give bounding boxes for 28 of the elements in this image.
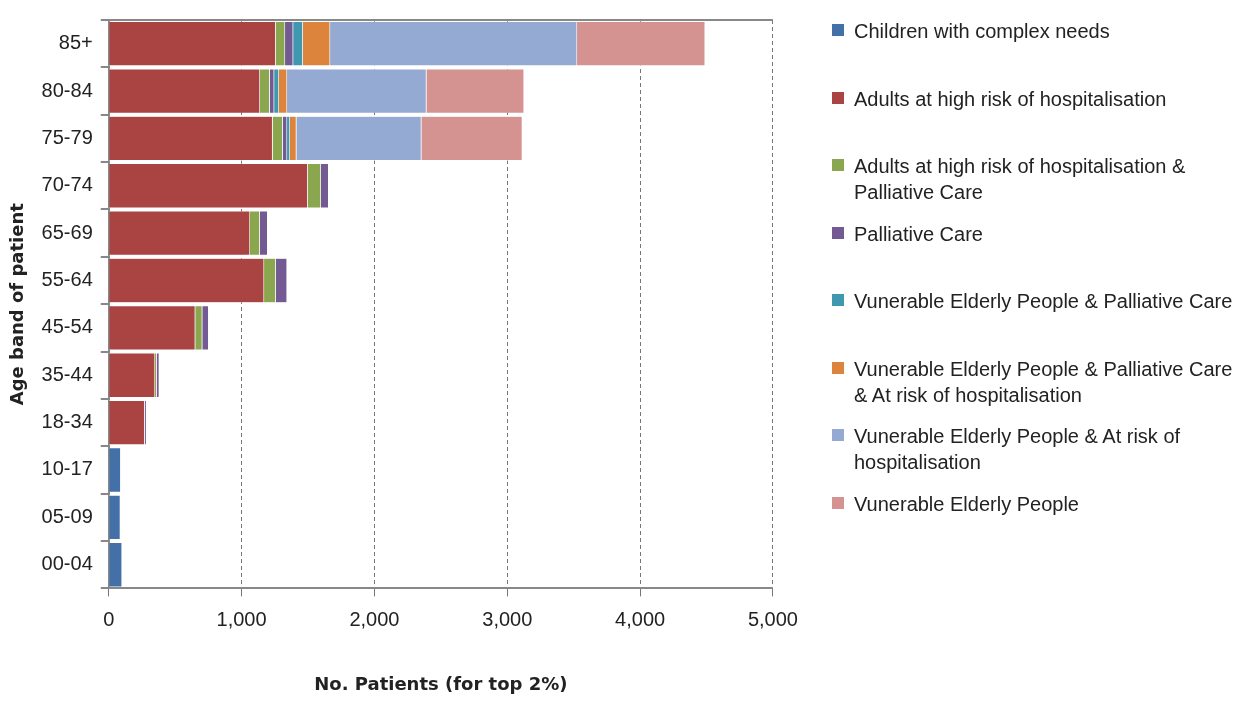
legend-label: Vunerable Elderly People [854,491,1079,517]
y-tick-label: 35-44 [41,362,93,385]
y-tick-label: 10-17 [41,457,93,480]
y-tick-label: 70-74 [41,173,93,196]
x-tick-label: 1,000 [216,607,267,630]
legend-label: Vunerable Elderly People & Palliative Care & At risk of hospitalisation [854,356,1234,408]
y-tick-label: 00-04 [41,552,93,575]
y-axis-title: Age band of patient [6,202,28,406]
y-tick-label: 05-09 [41,504,93,527]
y-tick-label: 80-84 [41,78,93,101]
legend-label: Adults at high risk of hospitalisation & Palliative Care [854,154,1187,205]
legend-label: Children with complex needs [854,19,1110,44]
legend-label: Vunerable Elderly People & Palliative Care [854,289,1233,314]
y-tick-label: 85+ [58,31,93,54]
x-tick-label: 2,000 [349,607,400,630]
x-tick-label: 3,000 [482,607,533,630]
y-tick-label: 55-64 [41,268,93,291]
y-tick-label: 75-79 [41,125,93,148]
legend-label: Palliative Care [854,221,983,247]
y-tick-label: 45-54 [41,315,93,338]
x-axis-title: No. Patients (for top 2%) [314,672,568,694]
y-tick-label: 65-69 [41,220,93,243]
legend-label: Adults at high risk of hospitalisation [854,86,1167,112]
y-tick-label: 18-34 [41,410,93,433]
legend-label: Vunerable Elderly People & At risk of hospitalisation [854,424,1182,475]
x-tick-label: 5,000 [747,607,799,630]
x-tick-label: 4,000 [615,607,666,630]
x-tick-label: 0 [103,607,115,630]
